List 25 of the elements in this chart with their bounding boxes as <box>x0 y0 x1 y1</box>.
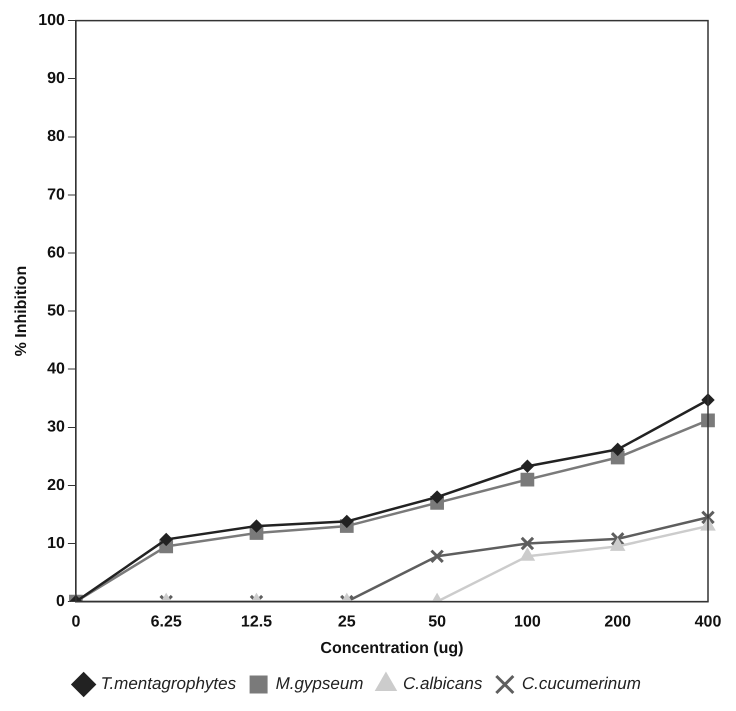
y-tick-label: 10 <box>47 534 65 552</box>
x-tick-label: 400 <box>694 614 722 631</box>
legend-label: C.albicans <box>402 674 483 694</box>
x-tick-label: 6.25 <box>150 614 182 631</box>
x-tick-label: 200 <box>604 614 632 631</box>
y-tick-label: 30 <box>47 418 65 436</box>
y-tick-label: 60 <box>47 244 65 262</box>
y-tick-label: 70 <box>47 186 65 204</box>
y-tick-label: 80 <box>47 128 65 146</box>
x-tick-label: 12.5 <box>240 614 272 631</box>
y-tick-label: 50 <box>47 302 65 320</box>
x-tick-label: 25 <box>338 614 356 631</box>
y-tick-label: 0 <box>56 593 65 610</box>
y-tick-label: 90 <box>47 70 65 88</box>
x-tick-label: 100 <box>514 614 541 631</box>
y-tick-label: 40 <box>47 360 65 378</box>
legend-label: M.gypseum <box>276 674 364 694</box>
x-tick-label: 50 <box>428 614 446 631</box>
legend-label: T.mentagrophytes <box>100 674 237 694</box>
x-axis-title: Concentration (ug) <box>320 640 464 657</box>
y-axis-title: % Inhibition <box>13 266 30 356</box>
x-tick-label: 0 <box>71 614 80 631</box>
legend-label: C.cucumerinum <box>522 674 641 694</box>
y-tick-label: 20 <box>47 476 65 494</box>
y-tick-label: 100 <box>38 12 65 30</box>
